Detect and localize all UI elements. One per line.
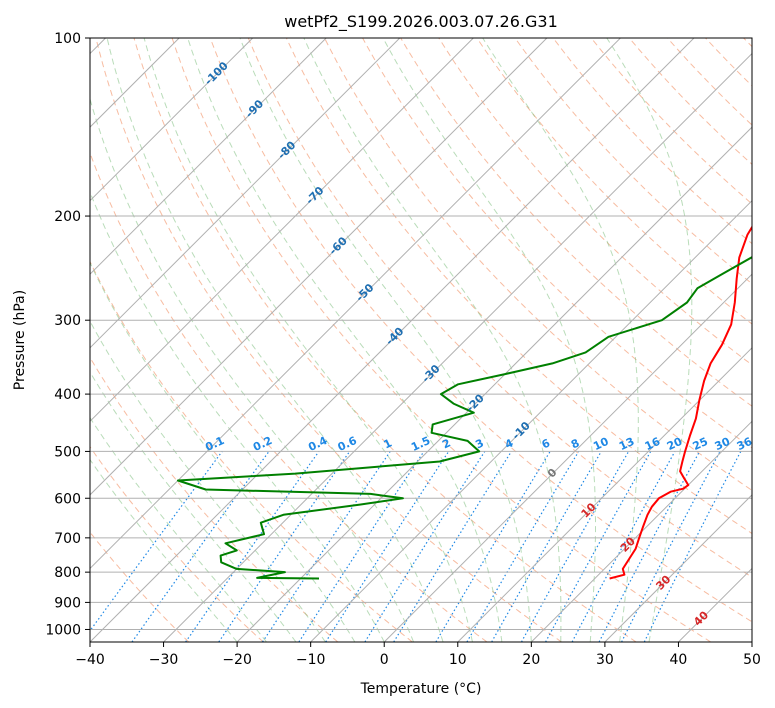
moist-adiabat (90, 190, 385, 642)
dry-adiabats (90, 38, 752, 642)
moist-adiabat (106, 38, 444, 642)
x-tick-label: 20 (522, 652, 540, 668)
x-tick-label: 50 (743, 652, 761, 668)
dry-adiabat (247, 38, 752, 578)
moist-adiabat (482, 38, 639, 642)
moist-adiabat (90, 261, 356, 642)
moist-adiabat (303, 38, 562, 642)
chart-title: wetPf2_S199.2026.003.07.26.G31 (284, 12, 558, 32)
plot-frame (89, 37, 753, 643)
moist-adiabat (143, 38, 473, 642)
mixing-ratio-line (325, 451, 450, 642)
dry-adiabat (400, 38, 752, 407)
y-tick-label: 700 (54, 531, 81, 547)
x-tick-label: −40 (75, 652, 105, 668)
mixing-ratio-line (90, 451, 223, 632)
dry-adiabat (171, 38, 712, 642)
moist-adiabat (90, 320, 326, 642)
y-tick-label: 900 (54, 595, 81, 611)
dry-adiabat (90, 356, 339, 642)
sounding-profiles (176, 225, 752, 580)
y-tick-label: 100 (54, 31, 81, 47)
mixing-ratio-label: 16 (643, 435, 663, 453)
x-tick-label: 10 (449, 652, 467, 668)
dewpoint-profile-line (176, 256, 752, 580)
moist-adiabat (90, 371, 297, 642)
x-tick-label: 30 (596, 652, 614, 668)
mixing-ratio-label: 13 (617, 435, 636, 453)
y-tick-label: 200 (54, 209, 81, 225)
y-axis-ticks: 100 200 300 400 500 600 700 800 900 1000 (45, 31, 90, 638)
y-tick-label: 600 (54, 491, 81, 507)
mixing-ratio-line (545, 451, 652, 642)
moist-adiabat (606, 38, 693, 642)
dry-adiabat (90, 151, 488, 642)
moist-adiabat (239, 38, 532, 642)
isotherm-line (457, 347, 752, 642)
dry-adiabat (209, 38, 752, 623)
mixing-ratio-line (571, 451, 676, 642)
y-tick-label: 1000 (45, 622, 81, 638)
moist-adiabat (90, 458, 238, 642)
isobar-gridlines (90, 38, 752, 630)
dry-adiabat (438, 38, 752, 366)
dry-adiabat (90, 260, 413, 642)
isotherm-line (90, 38, 401, 349)
moist-adiabat (382, 38, 596, 642)
moist-adiabat (187, 38, 503, 642)
skew-isotherms (90, 38, 752, 642)
dry-adiabat (90, 445, 264, 642)
moist-adiabat (90, 416, 267, 642)
isotherm-line (530, 420, 752, 642)
mixing-ratio-line (218, 451, 351, 642)
mixing-ratio-line (643, 451, 742, 642)
y-tick-label: 500 (54, 444, 81, 460)
y-tick-label: 800 (54, 565, 81, 581)
x-tick-label: −20 (222, 652, 252, 668)
dry-adiabat (95, 38, 562, 642)
isotherm-line (90, 38, 474, 423)
x-tick-label: 40 (670, 652, 688, 668)
dry-adiabat (476, 38, 752, 325)
temperature-profile-line (609, 225, 752, 580)
isotherm-line (90, 38, 548, 496)
dry-adiabat (133, 38, 637, 642)
plot-area: -100-90-80-70-60-50-40-30-20-10010203040… (90, 38, 755, 642)
isotherm-line (90, 38, 695, 642)
isotherm-line (383, 273, 752, 642)
mixing-ratio-line (520, 451, 630, 642)
x-tick-label: −10 (296, 652, 326, 668)
mixing-ratio-label: 30 (713, 435, 733, 453)
mixing-ratio-label: 20 (665, 435, 685, 453)
isotherm-line (163, 52, 752, 642)
isotherm-line (90, 38, 621, 570)
y-tick-label: 400 (54, 387, 81, 403)
isotherm-line (604, 494, 752, 642)
dry-adiabat (362, 38, 752, 449)
y-axis-label: Pressure (hPa) (12, 290, 28, 390)
mixing-ratio-label: 10 (591, 435, 611, 453)
dry-adiabat (285, 38, 752, 535)
mixing-ratio-line (298, 451, 425, 642)
mixing-ratio-line (393, 451, 512, 642)
isotherm-line (236, 126, 752, 642)
isotherm-line (90, 38, 254, 202)
x-tick-label: 0 (380, 652, 389, 668)
mixing-ratio-label: 36 (735, 435, 755, 453)
dry-adiabat (323, 38, 752, 491)
mixing-ratio-line (185, 451, 320, 642)
mixing-ratio-label: 25 (691, 435, 710, 453)
x-tick-label: −30 (149, 652, 179, 668)
x-axis-label: Temperature (°C) (360, 681, 482, 697)
isotherm-line (310, 199, 752, 642)
isotherm-line (90, 38, 327, 275)
x-axis-ticks: −40 −30 −20 −10 0 10 20 30 40 50 (75, 642, 761, 668)
y-tick-label: 300 (54, 313, 81, 329)
